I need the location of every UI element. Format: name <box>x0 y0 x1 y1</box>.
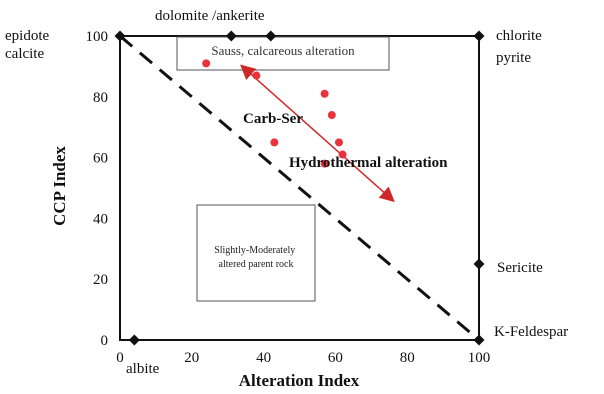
reference-points <box>114 30 485 346</box>
data-point <box>202 59 211 68</box>
y-tick-label: 100 <box>86 29 109 45</box>
chlorite-pyrite-label: chlorite pyrite <box>496 28 546 66</box>
data-point <box>252 71 261 80</box>
carb-ser-annotation: Carb-Ser <box>243 111 303 127</box>
reference-marker <box>473 334 485 346</box>
reference-marker <box>473 258 485 270</box>
x-tick-label: 20 <box>184 350 199 366</box>
data-points <box>202 59 347 168</box>
reference-marker <box>225 30 237 42</box>
x-tick-label: 100 <box>468 350 491 366</box>
x-tick-label: 80 <box>400 350 415 366</box>
reference-marker <box>265 30 277 42</box>
sauss-annotation: Sauss, calcareous alteration <box>211 43 355 58</box>
plot-frame <box>119 35 480 341</box>
data-point <box>320 89 329 98</box>
albite-label: albite <box>126 361 160 377</box>
x-tick-label: 60 <box>328 350 343 366</box>
y-axis-label: CCP Index <box>50 146 69 226</box>
x-axis-label: Alteration Index <box>239 371 360 390</box>
x-axis-ticks: 0 20 40 60 80 100 <box>116 350 490 366</box>
y-tick-label: 60 <box>93 151 108 167</box>
parent-rock-annotation: Slightly-Moderately altered parent rock <box>214 245 298 270</box>
data-point <box>338 150 347 159</box>
y-tick-label: 80 <box>93 90 108 106</box>
hydrothermal-annotation: Hydrothermal alteration <box>289 155 448 171</box>
data-point <box>320 159 329 168</box>
data-point <box>334 138 343 147</box>
sericite-label: Sericite <box>497 260 543 276</box>
epidote-calcite-label: epidote calcite <box>5 28 53 62</box>
k-feldspar-label: K-Feldespar <box>494 324 568 340</box>
data-point <box>270 138 279 147</box>
x-tick-label: 40 <box>256 350 271 366</box>
x-tick-label: 0 <box>116 350 124 366</box>
reference-marker <box>473 30 485 42</box>
trend-arrow <box>240 64 395 203</box>
y-axis-ticks: 0 20 40 60 80 100 <box>86 29 109 349</box>
reference-marker <box>128 334 140 346</box>
parent-rock-box <box>196 204 316 302</box>
reference-marker <box>114 30 126 42</box>
y-tick-label: 20 <box>93 272 108 288</box>
data-point <box>327 111 336 120</box>
y-tick-label: 0 <box>101 333 109 349</box>
dolomite-ankerite-label: dolomite /ankerite <box>155 8 265 24</box>
y-tick-label: 40 <box>93 211 108 227</box>
